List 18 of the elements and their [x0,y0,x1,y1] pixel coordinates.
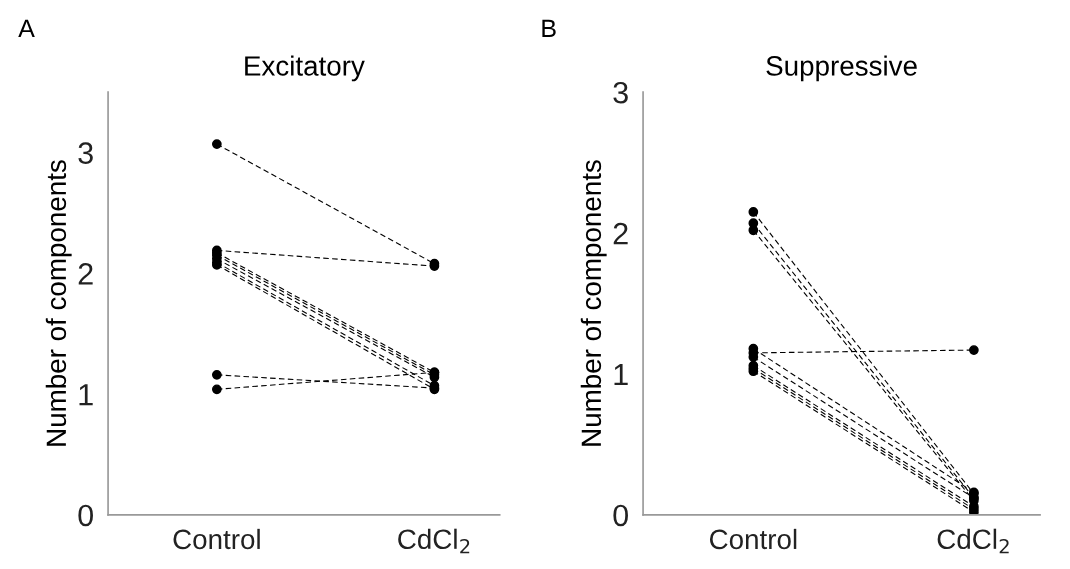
x-tick-label: CdCl$_{2}$ [937,528,1009,554]
y-tick-label: 1 [614,364,628,386]
x-tick-label: CdCl$_{2}$ [398,528,470,554]
y-tick-label: 0 [78,504,93,527]
x-tick-label: Control [709,528,797,550]
y-tick-label: 3 [613,81,628,104]
y-tick-label: 3 [78,142,93,164]
y-tick-label: 1 [79,384,93,406]
chart-title: Suppressive [766,55,917,82]
chart-title: Excitatory [245,55,365,82]
x-tick-label: Control [173,528,260,550]
y-tick-label: 2 [613,222,628,245]
y-tick-label: 0 [613,504,628,527]
y-tick-label: 2 [78,263,93,285]
text: B [542,19,556,37]
y-axis-title: Number of components [45,160,72,446]
y-axis-title: Number of components [580,160,607,446]
text: A [18,19,35,37]
